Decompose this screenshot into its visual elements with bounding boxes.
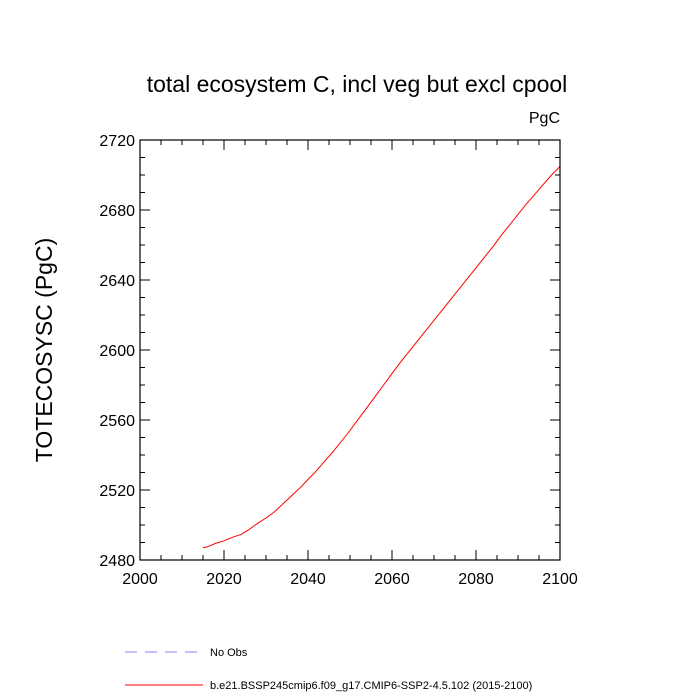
x-tick-label: 2080 [458, 571, 494, 588]
x-tick-label: 2100 [542, 571, 578, 588]
axis-ticks [139, 139, 561, 561]
series-layer [202, 165, 561, 549]
y-tick-label: 2520 [99, 483, 135, 500]
chart-title: total ecosystem C, incl veg but excl cpo… [147, 71, 568, 97]
legend-label: b.e21.BSSP245cmip6.f09_g17.CMIP6-SSP2-4.… [210, 680, 532, 692]
y-tick-label: 2560 [99, 413, 135, 430]
x-tick-label: 2020 [206, 571, 242, 588]
tick-labels: 2000 2020 2040 2060 2080 2100 2480 2520 2560 2600… [99, 133, 577, 588]
x-tick-label: 2060 [374, 571, 410, 588]
y-axis-label: TOTECOSYSC (PgC) [31, 238, 57, 463]
legend-label: No Obs [210, 647, 248, 659]
y-tick-label: 2600 [99, 343, 135, 360]
units-label: PgC [529, 110, 560, 127]
y-tick-label: 2480 [99, 553, 135, 570]
x-tick-label: 2000 [122, 571, 158, 588]
series-line [202, 165, 561, 549]
legend: No Obs b.e21.BSSP245cmip6.f09_g17.CMIP6-S… [125, 647, 532, 692]
y-tick-label: 2680 [99, 203, 135, 220]
x-tick-label: 2040 [290, 571, 326, 588]
y-tick-label: 2640 [99, 273, 135, 290]
plot-frame [139, 139, 561, 561]
y-tick-label: 2720 [99, 133, 135, 150]
